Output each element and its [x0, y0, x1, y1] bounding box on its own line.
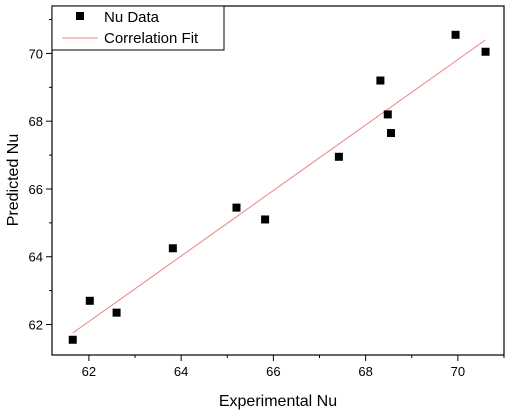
x-tick-label-64: 64 [174, 364, 188, 379]
y-tick-label-66: 66 [29, 182, 43, 197]
nu-data-point [112, 308, 121, 317]
nu-data-point [68, 335, 77, 344]
nu-data-point [334, 152, 343, 161]
nu-data-point [261, 215, 270, 224]
nu-data-point [85, 296, 94, 305]
legend-marker-nu-data [76, 12, 84, 20]
y-tick-label-68: 68 [29, 114, 43, 129]
nu-data-point [481, 47, 490, 56]
correlation-fit-line [72, 39, 486, 334]
x-tick-label-70: 70 [451, 364, 465, 379]
legend-label-nu-data: Nu Data [104, 9, 160, 26]
x-axis: 62 64 66 68 70 [82, 355, 505, 379]
legend-label-correlation-fit: Correlation Fit [104, 30, 199, 47]
y-tick-label-62: 62 [29, 318, 43, 333]
y-tick-label-64: 64 [29, 250, 43, 265]
y-tick-label-70: 70 [29, 46, 43, 61]
x-tick-label-66: 66 [266, 364, 280, 379]
x-tick-label-62: 62 [82, 364, 96, 379]
x-axis-title: Experimental Nu [219, 393, 337, 410]
plot-frame [51, 5, 505, 356]
nu-data-point [232, 203, 241, 212]
nu-data-point [387, 129, 395, 138]
nu-data-point [376, 76, 385, 85]
nu-data-point [451, 30, 460, 39]
y-axis-title: Predicted Nu [5, 134, 22, 227]
legend: Nu Data Correlation Fit [51, 5, 225, 51]
nu-data-point [383, 110, 392, 119]
series-group [68, 30, 490, 344]
y-axis: 62 64 66 68 70 [29, 19, 52, 333]
nu-data-point [168, 244, 177, 253]
x-tick-label-68: 68 [358, 364, 372, 379]
